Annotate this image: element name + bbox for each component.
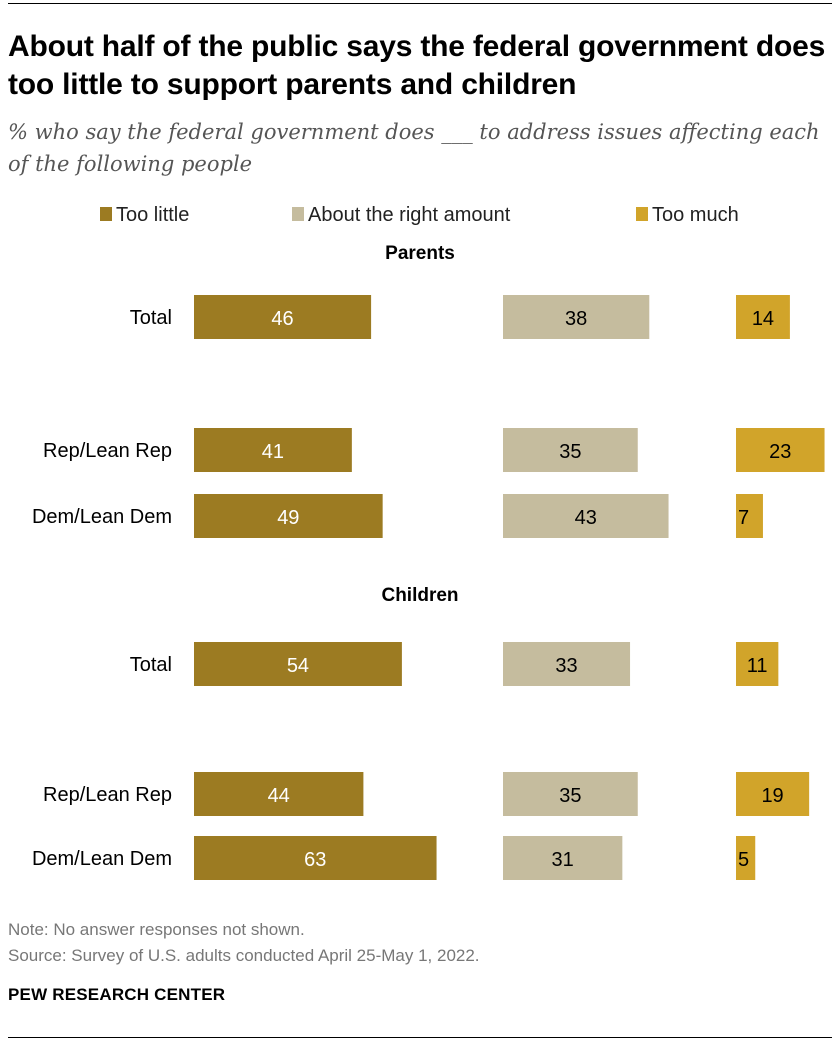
bar-value-label: 23 bbox=[769, 441, 791, 463]
bar-too-much bbox=[736, 836, 756, 880]
bar-value-label: 38 bbox=[565, 308, 587, 330]
chart-subtitle: % who say the federal government does __… bbox=[8, 120, 820, 176]
top-rule bbox=[8, 3, 832, 4]
bar-value-label: 35 bbox=[559, 785, 581, 807]
row-label: Total bbox=[130, 654, 172, 676]
legend-label-too-much: Too much bbox=[652, 204, 739, 226]
row-label: Rep/Lean Rep bbox=[43, 784, 172, 806]
bar-too-little bbox=[194, 836, 437, 880]
bar-right-amount bbox=[503, 428, 638, 472]
bar-value-label: 19 bbox=[761, 785, 783, 807]
bar-right-amount bbox=[503, 642, 631, 686]
bar-value-label: 33 bbox=[555, 655, 577, 677]
panel-heading: Children bbox=[381, 585, 458, 606]
source-text: Source: Survey of U.S. adults conducted … bbox=[8, 946, 480, 965]
legend-swatch-too-much bbox=[636, 207, 648, 221]
bar-value-label: 44 bbox=[268, 785, 290, 807]
bar-value-label: 46 bbox=[271, 308, 293, 330]
bar-value-label: 41 bbox=[262, 441, 284, 463]
bar-value-label: 11 bbox=[747, 655, 768, 677]
bar-value-label: 63 bbox=[304, 849, 326, 871]
bar-too-little bbox=[194, 428, 352, 472]
bar-too-much bbox=[736, 428, 825, 472]
bar-value-label: 49 bbox=[277, 507, 299, 529]
bar-value-label: 14 bbox=[752, 308, 774, 330]
row-label: Total bbox=[130, 307, 172, 329]
bar-value-label: 31 bbox=[552, 849, 574, 871]
legend-swatch-too-little bbox=[100, 207, 112, 221]
bar-value-label: 35 bbox=[559, 441, 581, 463]
bottom-rule bbox=[8, 1037, 832, 1038]
legend-swatch-right-amount bbox=[292, 207, 304, 221]
bar-too-much bbox=[736, 494, 763, 538]
row-label: Rep/Lean Rep bbox=[43, 440, 172, 462]
bar-right-amount bbox=[503, 494, 669, 538]
bar-value-label: 7 bbox=[738, 507, 749, 529]
bar-value-label: 54 bbox=[287, 655, 309, 677]
brand-name: PEW RESEARCH CENTER bbox=[8, 985, 226, 1004]
bar-too-little bbox=[194, 295, 372, 339]
chart-title: About half of the public says the federa… bbox=[8, 30, 826, 101]
bar-value-label: 5 bbox=[738, 849, 749, 871]
bar-too-little bbox=[194, 642, 402, 686]
bar-right-amount bbox=[503, 836, 623, 880]
row-label: Dem/Lean Dem bbox=[32, 506, 172, 528]
legend-label-too-little: Too little bbox=[116, 204, 189, 226]
panel-heading: Parents bbox=[385, 243, 455, 264]
bar-chart: Too little About the right amount Too much… bbox=[32, 204, 825, 880]
bar-right-amount bbox=[503, 772, 638, 816]
bar-value-label: 43 bbox=[575, 507, 597, 529]
note-text: Note: No answer responses not shown. bbox=[8, 920, 305, 939]
row-label: Dem/Lean Dem bbox=[32, 848, 172, 870]
bar-too-much bbox=[736, 295, 790, 339]
bar-right-amount bbox=[503, 295, 650, 339]
bar-too-little bbox=[194, 494, 383, 538]
bar-too-much bbox=[736, 772, 810, 816]
legend-label-right-amount: About the right amount bbox=[308, 204, 511, 226]
bar-too-little bbox=[194, 772, 364, 816]
bar-too-much bbox=[736, 642, 779, 686]
